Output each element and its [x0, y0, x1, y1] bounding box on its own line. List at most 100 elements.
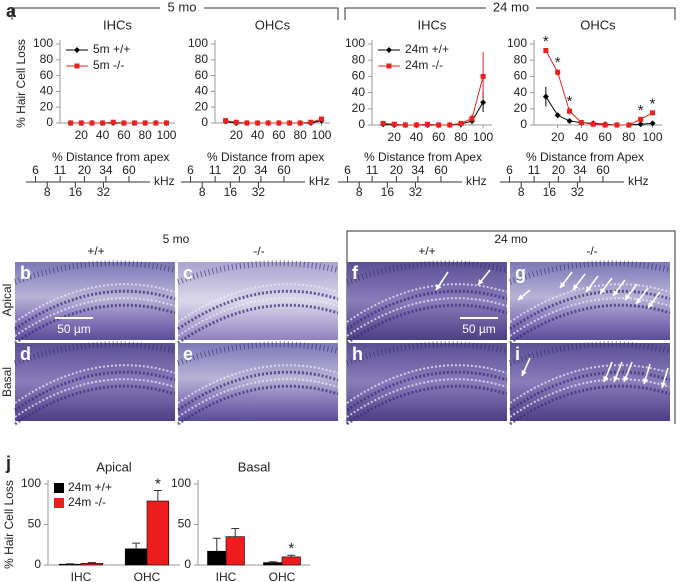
arrow-head — [642, 378, 649, 384]
x-tick-label: 80 — [454, 130, 468, 144]
marker — [650, 110, 656, 116]
cell-row — [177, 364, 339, 404]
cell-row — [14, 370, 176, 412]
micrograph-image — [178, 343, 338, 421]
marker — [100, 120, 106, 126]
freq-axis-title: % Distance from apex — [207, 150, 324, 164]
x-tick-label: IHC — [71, 570, 92, 582]
cell-row — [509, 303, 671, 345]
marker — [142, 120, 148, 126]
freq-tick-label: 8 — [199, 185, 206, 199]
cell-row — [346, 289, 508, 331]
freq-axis-title: % Distance from Apex — [364, 150, 482, 164]
legend-swatch — [54, 498, 64, 508]
y-tick-label: 60 — [195, 68, 209, 82]
cell-row — [346, 364, 508, 404]
freq-tick-label: 34 — [99, 163, 113, 177]
y-tick-label: 100 — [507, 36, 527, 50]
x-tick-label: 60 — [432, 130, 446, 144]
freq-unit: kHz — [466, 174, 487, 188]
marker — [297, 120, 303, 126]
arrow-head — [560, 282, 566, 288]
marker — [78, 120, 84, 126]
x-tick-label: 100 — [311, 128, 331, 142]
freq-axis-title: % Distance from apex — [52, 150, 169, 164]
freq-tick-label: 6 — [187, 163, 194, 177]
legend-swatch — [54, 483, 64, 493]
annotation: * — [638, 102, 644, 119]
arrow-head — [586, 286, 592, 292]
chart-title: IHCs — [103, 17, 132, 32]
cell-row — [509, 384, 671, 426]
freq-tick-label: 34 — [411, 163, 425, 177]
freq-tick-label: 16 — [224, 185, 238, 199]
label-bg — [486, 1, 536, 15]
freq-tick-label: 11 — [209, 163, 222, 177]
panel-label: b — [20, 263, 31, 283]
y-tick-label: 50 — [178, 517, 192, 531]
bar — [58, 563, 82, 566]
row-label: Apical — [0, 284, 14, 317]
x-tick-label: 40 — [575, 130, 589, 144]
x-tick-label: 100 — [473, 130, 493, 144]
x-tick-label: 80 — [622, 130, 636, 144]
arrow-head — [600, 288, 606, 294]
y-tick-label: 0 — [358, 117, 365, 131]
micrograph: h — [345, 341, 508, 426]
y-tick-label: 0 — [46, 115, 53, 129]
y-tick-label: 40 — [352, 85, 366, 99]
marker — [233, 119, 239, 125]
y-axis-label: % Hair Cell Loss — [14, 39, 28, 128]
cell-row — [346, 283, 508, 323]
arrow-head — [636, 298, 642, 304]
arrow-head — [436, 284, 442, 290]
micrograph-image — [510, 343, 670, 421]
cell-row — [177, 370, 339, 412]
marker — [554, 112, 561, 119]
y-tick-label: 0 — [201, 115, 208, 129]
cell-row — [509, 364, 671, 404]
scale-bar-label: 50 µm — [462, 322, 496, 336]
micrograph-image — [178, 262, 338, 340]
panel-label: g — [515, 263, 526, 283]
freq-tick-label: 6 — [506, 163, 513, 177]
cell-row — [509, 378, 671, 418]
freq-tick-label: 16 — [543, 185, 557, 199]
series-line — [383, 102, 484, 126]
y-tick-label: 0 — [184, 557, 191, 571]
freq-tick-label: 20 — [78, 163, 92, 177]
micrograph: e — [176, 341, 339, 426]
marker — [590, 121, 596, 127]
marker — [614, 122, 620, 128]
cell-row — [177, 303, 339, 345]
cell-row — [509, 297, 671, 337]
marker — [276, 120, 282, 126]
marker — [89, 120, 95, 126]
genotype-label: +/+ — [418, 244, 435, 258]
marker — [244, 120, 250, 126]
chart-title: IHCs — [418, 17, 447, 32]
cell-row — [14, 384, 176, 426]
freq-tick-label: 11 — [54, 163, 67, 177]
y-tick-label: 60 — [352, 69, 366, 83]
cell-row — [346, 303, 508, 345]
series-line — [383, 76, 484, 126]
marker — [638, 116, 644, 122]
y-tick-label: 20 — [514, 101, 528, 115]
marker — [386, 47, 392, 53]
arrow-head — [603, 376, 609, 382]
micrograph: g — [508, 260, 671, 345]
marker — [110, 119, 116, 125]
micrograph-image — [15, 343, 175, 421]
x-tick-label: IHC — [216, 570, 237, 582]
marker — [163, 120, 169, 126]
y-tick-label: 0 — [520, 117, 527, 131]
scale-bar-label: 50 µm — [57, 322, 91, 336]
cell-row — [177, 378, 339, 418]
marker — [436, 122, 442, 128]
cell-row — [14, 364, 176, 404]
y-tick-label: 20 — [195, 99, 209, 113]
cell-row — [346, 370, 508, 412]
cell-row — [177, 297, 339, 337]
